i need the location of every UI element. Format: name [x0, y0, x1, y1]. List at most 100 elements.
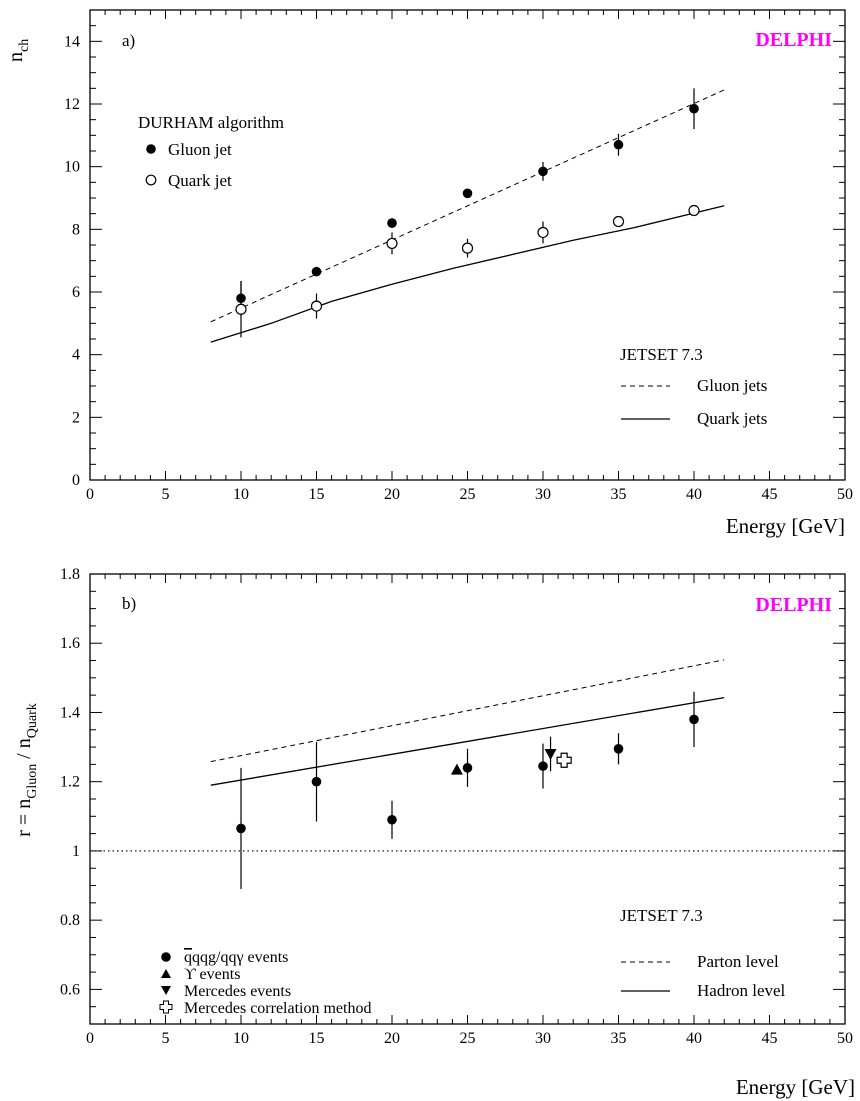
data-point-qqg-qq-events [387, 814, 397, 825]
data-point-qqg-qq-events [236, 823, 246, 834]
data-point-qqg-qq-events [613, 744, 624, 754]
panel-a-model-title: JETSET 7.3 [620, 345, 703, 364]
legend-hadron-level-label: Hadron level [697, 981, 786, 1000]
y-tick-label: 1.6 [60, 635, 80, 652]
x-tick-label: 20 [384, 486, 400, 503]
data-point-quark-jet [688, 204, 700, 217]
y-tick-label: 6 [72, 284, 80, 301]
y-tick-label: 1.4 [60, 704, 80, 721]
legend-qqg-marker [161, 952, 171, 962]
panel-b-points [236, 691, 699, 889]
panel-b-brand: DELPHI [755, 594, 832, 616]
y-tick-label: 1.2 [60, 774, 80, 791]
model-line-quark-jets [210, 205, 725, 343]
x-tick-label: 40 [686, 1030, 702, 1047]
legend-gluon-jet-marker [146, 144, 156, 154]
x-tick-label: 35 [611, 486, 627, 503]
panel-a: 0 5 10 15 20 25 30 35 40 45 50 0 2 4 6 8 10 12 14 a) DELPH… [5, 9, 853, 538]
legend-upsilon-marker [161, 969, 171, 978]
model-line-parton-level [210, 659, 725, 763]
legend-mercedes-marker [161, 986, 171, 995]
x-tick-label: 5 [162, 486, 170, 503]
panel-a-axes: 0 5 10 15 20 25 30 35 40 45 50 0 2 4 6 8 10 12 14 [64, 9, 853, 503]
model-line-gluon-jets [210, 89, 725, 323]
panel-b-model-title: JETSET 7.3 [620, 906, 703, 925]
data-point-quark-jet [310, 300, 323, 312]
y-tick-label: 14 [64, 33, 80, 50]
data-point-events [450, 763, 463, 775]
y-tick-label: 12 [64, 96, 80, 113]
data-point-quark-jet [537, 226, 549, 239]
data-point-quark-jet [386, 237, 398, 250]
panel-b-ylabel: r = nGluon / nQuark [13, 703, 40, 837]
legend-quark-jets-label: Quark jets [697, 409, 767, 428]
y-tick-label: 1 [72, 843, 80, 860]
x-tick-label: 10 [233, 1030, 249, 1047]
panel-b-axes: 0 5 10 15 20 25 30 35 40 45 50 0.6 0.8 1 1.2 1.4 1.6 1.8 [60, 566, 853, 1047]
legend-mercedes-correlation-label: Mercedes correlation method [184, 1000, 371, 1017]
panel-a-xlabel: Energy [GeV] [726, 514, 845, 538]
data-point-quark-jet [612, 215, 625, 228]
x-tick-label: 25 [460, 486, 476, 503]
data-point-quark-jet [235, 303, 247, 315]
data-point-gluon-jet [387, 218, 397, 228]
y-tick-label: 8 [72, 221, 80, 238]
data-point-qqg-qq-events [689, 714, 699, 725]
x-tick-label: 45 [762, 486, 778, 503]
panel-a-label: a) [122, 31, 135, 50]
y-tick-label: 2 [72, 409, 80, 426]
x-tick-label: 20 [384, 1030, 400, 1047]
data-point-gluon-jet [613, 139, 624, 150]
model-line-hadron-level [210, 696, 725, 786]
data-point-gluon-jet [689, 103, 699, 114]
legend-upsilon-label: ϒ events [184, 966, 240, 983]
y-tick-label: 0 [72, 472, 80, 489]
x-tick-label: 30 [535, 486, 551, 503]
x-tick-label: 0 [86, 1030, 94, 1047]
panel-a-points [235, 88, 700, 338]
panel-a-legend-title: DURHAM algorithm [138, 113, 284, 132]
x-tick-label: 25 [460, 1030, 476, 1047]
legend-mercedes-label: Mercedes events [184, 983, 291, 1000]
panel-b-label: b) [122, 594, 136, 613]
x-tick-label: 30 [535, 1030, 551, 1047]
x-tick-label: 45 [762, 1030, 778, 1047]
legend-mercedes-correlation-marker [159, 1000, 173, 1014]
legend-parton-level-label: Parton level [697, 952, 779, 971]
panel-a-legend-quark-label: Quark jet [168, 171, 232, 190]
data-point-quark-jet [461, 242, 474, 254]
x-tick-label: 15 [309, 486, 325, 503]
legend-qqg-label: qqqg/qqγ events [184, 949, 288, 966]
data-point-gluon-jet [311, 266, 322, 277]
data-point-qqg-qq-events [462, 763, 473, 773]
legend-gluon-jet-label: Gluon jet [168, 140, 232, 159]
x-tick-label: 50 [837, 486, 853, 503]
panel-b-model-lines [210, 659, 725, 786]
panel-b: 0 5 10 15 20 25 30 35 40 45 500.60.811.21.41.61.8 … [13, 566, 855, 1099]
data-point-gluon-jet [462, 188, 473, 199]
x-tick-label: 40 [686, 486, 702, 503]
legend-gluon-jets-label: Gluon jets [697, 376, 767, 395]
data-point-mercedes-events [544, 749, 557, 760]
panel-b-xlabel: Energy [GeV] [736, 1075, 855, 1099]
data-point-gluon-jet [538, 166, 548, 177]
data-point-qqg-qq-events [311, 776, 322, 787]
y-tick-label: 1.8 [60, 566, 80, 583]
data-point-mercedes-correlation-method [556, 752, 572, 768]
y-tick-label: 0.8 [60, 912, 80, 929]
x-tick-label: 5 [162, 1030, 170, 1047]
y-tick-label: 0.6 [60, 981, 80, 998]
x-tick-label: 35 [611, 1030, 627, 1047]
panel-a-brand: DELPHI [755, 29, 832, 51]
x-tick-label: 10 [233, 486, 249, 503]
panel-a-ylabel: nch [5, 39, 32, 62]
panel-a-model-lines [210, 89, 725, 343]
x-tick-label: 50 [837, 1030, 853, 1047]
x-tick-label: 0 [86, 486, 94, 503]
y-tick-label: 10 [64, 159, 80, 176]
x-tick-label: 15 [309, 1030, 325, 1047]
y-tick-label: 4 [72, 347, 80, 364]
data-point-qqg-qq-events [538, 761, 548, 771]
legend-quark-jet-marker [145, 174, 157, 186]
